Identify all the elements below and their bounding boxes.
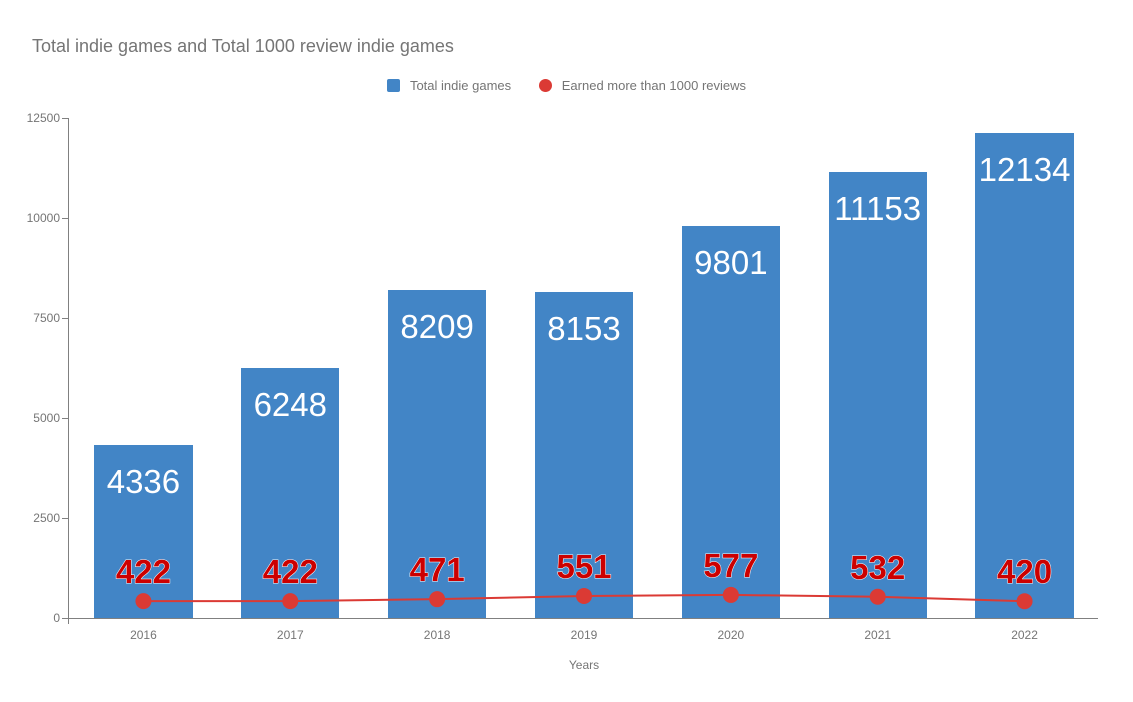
y-axis-line	[68, 118, 69, 624]
line-value-label: 422	[116, 553, 171, 591]
x-tick-label: 2018	[424, 628, 451, 642]
line-marker	[429, 591, 445, 607]
x-tick-label: 2022	[1011, 628, 1038, 642]
chart-container: Total indie games and Total 1000 review …	[0, 0, 1133, 702]
y-tick-label: 10000	[0, 211, 60, 225]
x-tick-label: 2017	[277, 628, 304, 642]
x-tick-label: 2021	[864, 628, 891, 642]
line-marker	[576, 588, 592, 604]
line-marker	[135, 593, 151, 609]
legend-circle-icon	[539, 79, 552, 92]
line-value-label: 551	[556, 548, 611, 586]
line-value-label: 532	[850, 549, 905, 587]
x-axis-line	[62, 618, 1098, 619]
line-marker	[1017, 593, 1033, 609]
x-axis-title: Years	[569, 658, 599, 672]
line-value-label: 420	[997, 553, 1052, 591]
legend-square-icon	[387, 79, 400, 92]
y-tick-label: 5000	[0, 411, 60, 425]
legend: Total indie games Earned more than 1000 …	[0, 78, 1133, 95]
line-marker	[723, 587, 739, 603]
line-value-label: 471	[410, 551, 465, 589]
line-value-label: 577	[703, 547, 758, 585]
x-tick-label: 2016	[130, 628, 157, 642]
line-value-label: 422	[263, 553, 318, 591]
line-marker	[870, 589, 886, 605]
y-tick-label: 7500	[0, 311, 60, 325]
line-marker	[282, 593, 298, 609]
legend-item-line: Earned more than 1000 reviews	[539, 78, 746, 93]
plot-area: Years 0250050007500100001250043362016624…	[70, 118, 1098, 618]
line-series	[70, 118, 1098, 618]
legend-item-bars: Total indie games	[387, 78, 511, 93]
chart-title: Total indie games and Total 1000 review …	[32, 36, 454, 57]
x-tick-label: 2020	[717, 628, 744, 642]
legend-label: Total indie games	[410, 78, 511, 93]
legend-label: Earned more than 1000 reviews	[562, 78, 746, 93]
y-tick-label: 0	[0, 611, 60, 625]
y-tick-label: 12500	[0, 111, 60, 125]
x-tick-label: 2019	[571, 628, 598, 642]
y-tick-label: 2500	[0, 511, 60, 525]
